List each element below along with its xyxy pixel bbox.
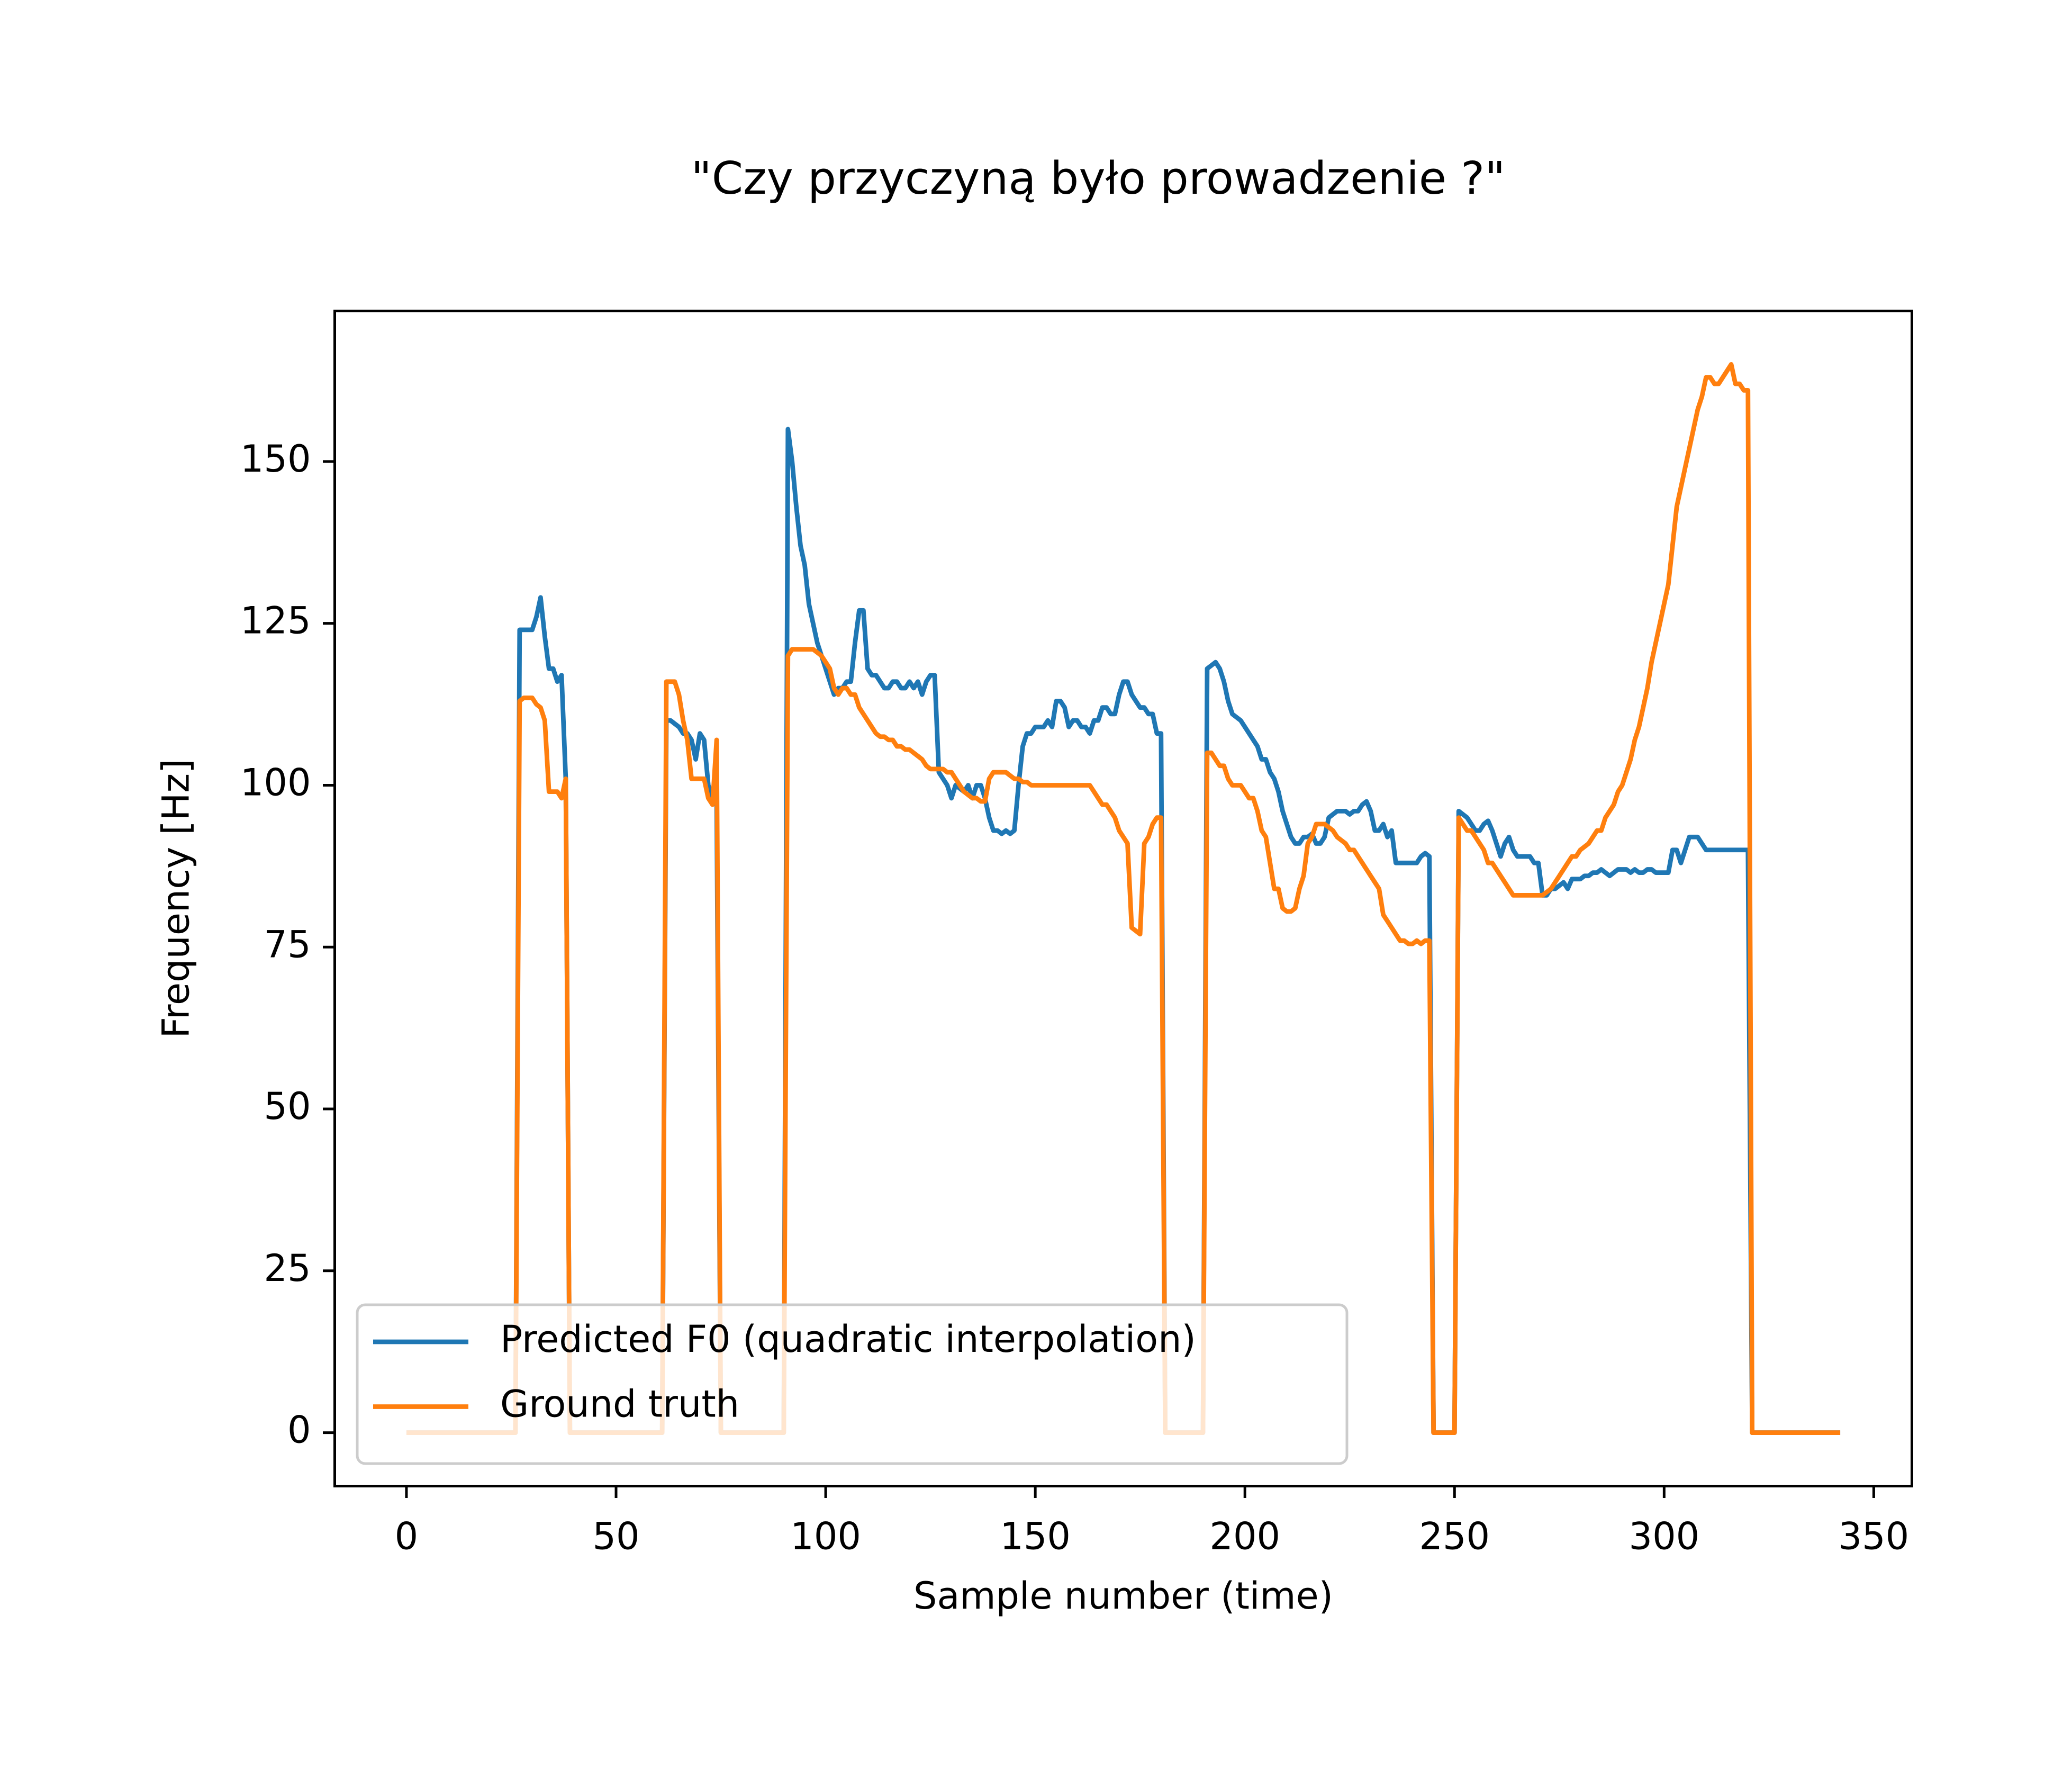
x-tick-label: 200 — [1209, 1515, 1280, 1558]
y-tick-label: 100 — [240, 761, 311, 804]
y-tick-label: 0 — [287, 1409, 311, 1452]
plot-frame — [333, 310, 1913, 1488]
legend-box — [356, 1303, 1349, 1465]
legend-label: Predicted F0 (quadratic interpolation) — [500, 1317, 1196, 1361]
x-tick-label: 150 — [1000, 1515, 1071, 1558]
y-tick-label: 75 — [264, 923, 311, 966]
x-tick-label: 300 — [1629, 1515, 1700, 1558]
x-tick-label: 250 — [1419, 1515, 1490, 1558]
legend-label: Ground truth — [500, 1383, 739, 1426]
y-tick-label: 25 — [264, 1247, 311, 1290]
y-tick-label: 125 — [240, 599, 311, 643]
x-tick-label: 0 — [395, 1515, 419, 1558]
y-tick-label: 150 — [240, 437, 311, 481]
y-tick-label: 50 — [264, 1085, 311, 1128]
x-axis-label: Sample number (time) — [913, 1574, 1333, 1618]
chart-title: "Czy przyczyną było prowadzenie ?" — [691, 152, 1506, 205]
x-tick-label: 350 — [1839, 1515, 1910, 1558]
x-tick-label: 50 — [592, 1515, 639, 1558]
legend: Predicted F0 (quadratic interpolation) Gr… — [356, 1303, 1349, 1465]
y-axis-label: Frequency [Hz] — [155, 759, 198, 1039]
x-tick-label: 100 — [790, 1515, 861, 1558]
